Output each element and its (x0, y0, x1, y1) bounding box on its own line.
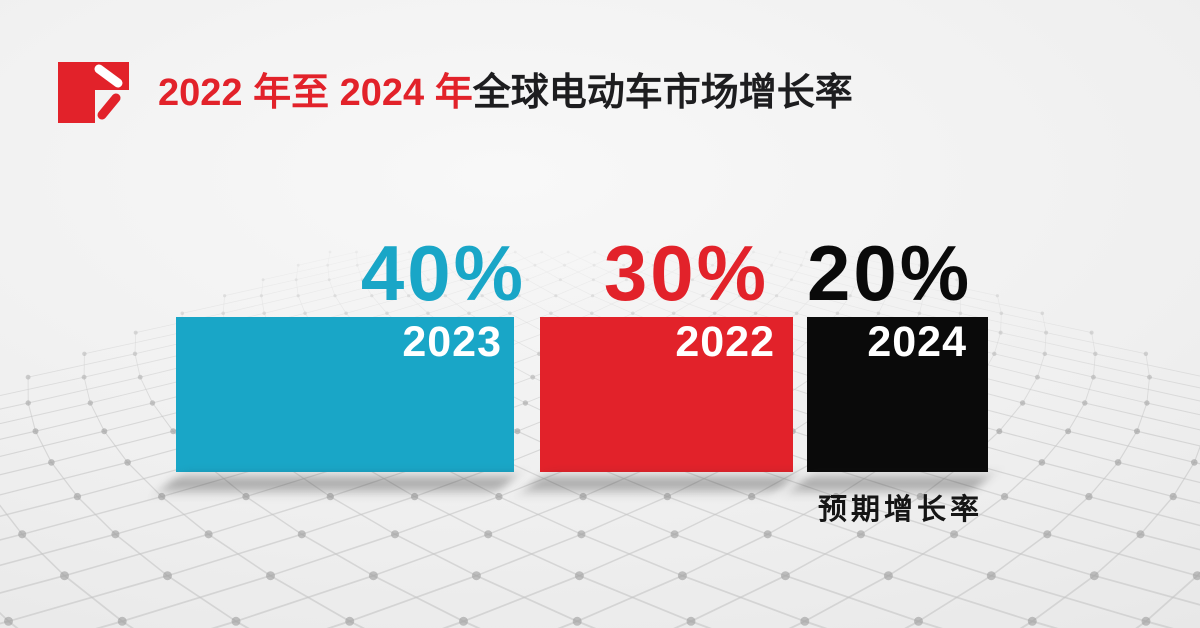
title-period: 2022 年至 2024 年 (158, 71, 473, 114)
bar-rect: 2023 (176, 317, 514, 472)
page-title: 2022 年至 2024 年全球电动车市场增长率 (158, 74, 853, 112)
chart-caption: 预期增长率 (818, 494, 984, 526)
bar-year-label: 2023 (402, 318, 502, 366)
bar-shadow (161, 477, 515, 490)
title-subject: 全球电动车市场增长率 (472, 71, 853, 114)
bar-2024: 20% 2024 (792, 234, 989, 490)
bar-rect: 2024 (807, 317, 988, 472)
brand-logo-icon (58, 62, 129, 123)
bar-rect: 2022 (540, 317, 793, 472)
logo-flag-shape (58, 62, 129, 123)
bar-year-label: 2024 (867, 318, 967, 366)
bar-shadow (525, 477, 794, 490)
logo-red-slash (97, 93, 121, 120)
logo-white-slash (94, 64, 123, 88)
bar-2023: 40% 2023 (161, 234, 523, 490)
bar-value-label: 40% (360, 229, 526, 317)
bar-year-label: 2022 (675, 318, 775, 366)
header: 2022 年至 2024 年全球电动车市场增长率 (58, 62, 853, 123)
bar-shadow (792, 477, 989, 490)
bar-value-label: 30% (603, 229, 769, 317)
bar-2022: 30% 2022 (525, 234, 794, 490)
bar-value-label: 20% (807, 229, 973, 317)
